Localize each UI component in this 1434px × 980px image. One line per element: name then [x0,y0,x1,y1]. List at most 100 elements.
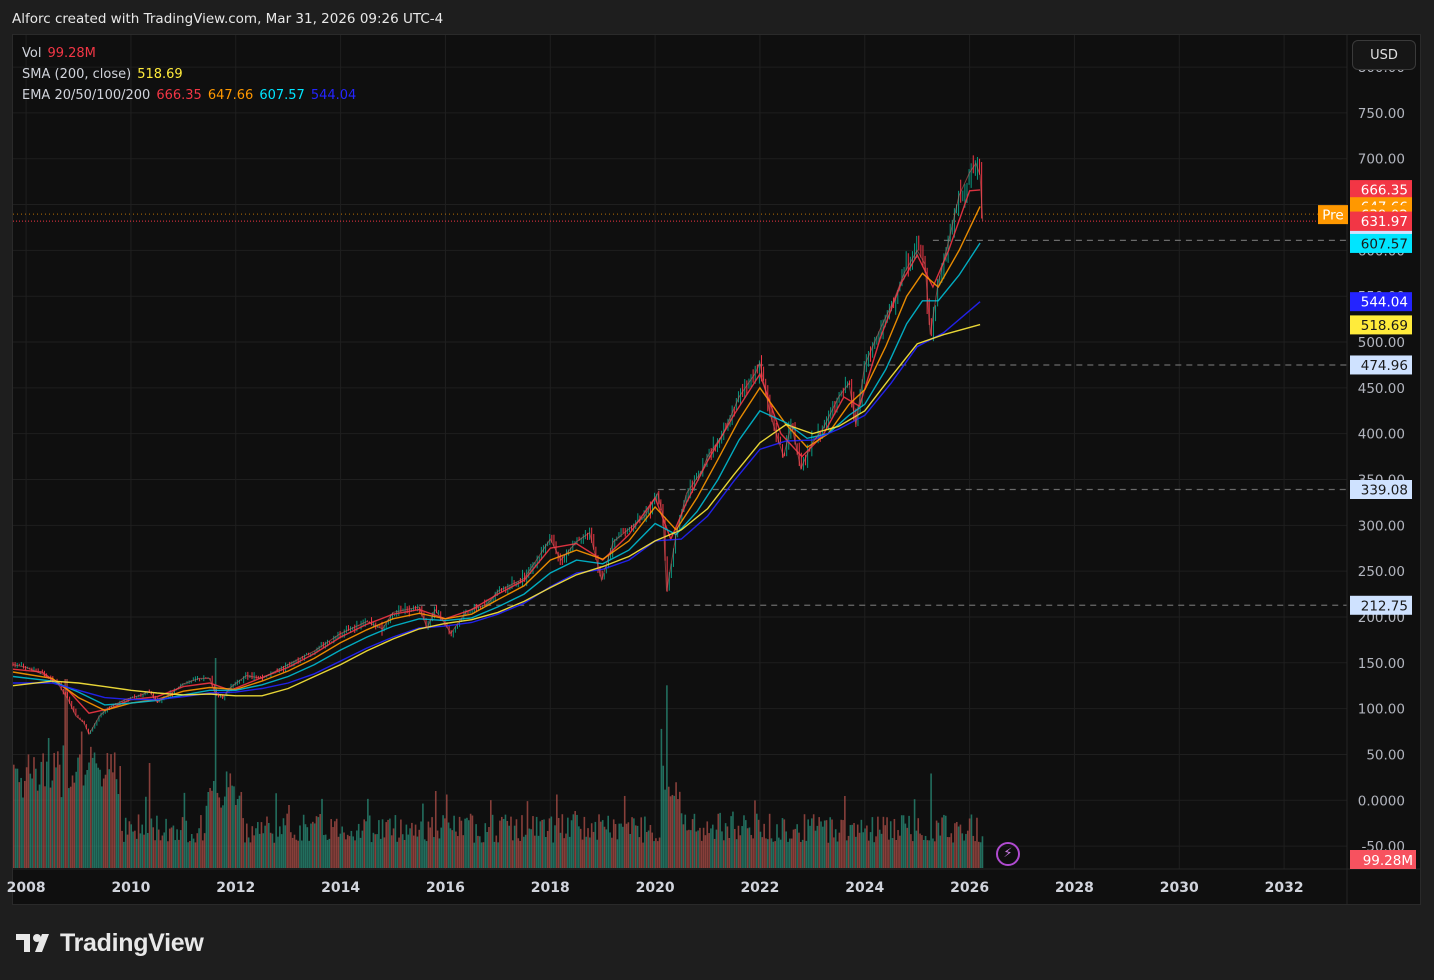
volume-bar [266,816,268,868]
volume-bar [302,814,305,868]
volume-bar [675,782,677,868]
price-label: 339.08 [1361,483,1408,499]
volume-bar [255,828,257,868]
volume-bar [812,814,815,868]
volume-bar [319,814,321,868]
volume-bar [77,757,79,868]
volume-bar [532,816,534,868]
volume-bar [513,825,516,868]
volume-bar [227,787,230,868]
volume-bar [974,841,976,868]
volume-bar [396,841,399,868]
volume-bar [234,805,237,868]
volume-bar [38,784,41,868]
volume-bar [735,839,738,868]
volume-bar [462,835,465,868]
volume-bar [110,754,112,868]
volume-bar [919,833,921,868]
volume-bar [862,832,865,868]
x-tick-label: 2010 [111,880,150,896]
y-tick-label: 150.00 [1358,656,1405,672]
volume-bar [636,825,639,868]
volume-bar [829,817,831,868]
volume-bar [893,818,896,868]
volume-bar [88,762,90,868]
volume-bar [145,796,147,868]
price-label: 474.96 [1361,358,1408,374]
legend-ema50-value: 647.66 [207,88,254,103]
volume-bar [809,825,811,868]
volume-bar [589,837,591,868]
volume-bar [172,825,175,868]
volume-bar [559,832,562,868]
volume-bar [612,819,615,868]
y-tick-label: 0.0000 [1358,793,1405,809]
volume-bar [214,658,217,868]
volume-bar [238,795,241,868]
volume-bar [864,828,866,868]
volume-bar [244,842,246,868]
volume-bar [688,829,690,868]
volume-bar [937,822,940,868]
indicator-line [12,242,981,706]
volume-bar [946,837,949,868]
volume-bar [581,839,584,868]
volume-bar [715,829,718,868]
volume-bar [444,818,446,868]
volume-bar [741,826,743,868]
volume-bar [414,824,417,868]
volume-bar [972,835,975,868]
volume-bar [323,835,325,868]
volume-bar [141,824,144,868]
volume-bar [805,840,808,868]
volume-bar [838,832,841,868]
volume-bar [207,792,210,868]
lightning-icon[interactable]: ⚡ [996,842,1020,866]
volume-bar [134,830,136,868]
volume-bar [425,841,428,868]
volume-bar [926,840,929,868]
volume-bar [280,834,283,868]
volume-bar [585,836,587,868]
volume-bar [367,798,369,868]
volume-bar [858,832,861,868]
volume-bar [245,823,248,868]
volume-bar [196,833,199,868]
volume-bar [82,785,85,868]
volume-bar [649,824,652,868]
currency-button[interactable]: USD [1352,40,1416,70]
volume-bar [853,823,855,868]
volume-bar [899,835,901,868]
volume-bar [260,822,263,868]
legend-sma-value: 518.69 [137,67,183,82]
legend-sma[interactable]: SMA (200, close) 518.69 [22,64,362,85]
volume-bar [390,835,393,868]
volume-bar [170,827,173,868]
volume-bar [950,833,953,868]
volume-bar [181,817,184,868]
y-tick-label: 450.00 [1358,381,1405,397]
volume-bar [412,835,415,868]
volume-bar [798,832,800,868]
tradingview-logo[interactable]: TradingView [16,926,204,960]
volume-bar [378,820,380,868]
volume-bar [645,832,648,868]
volume-bar [44,786,46,868]
volume-bar [433,837,435,868]
volume-bar [590,823,593,868]
volume-bar [361,830,364,868]
legend-vol[interactable]: Vol 99.28M [22,43,362,64]
volume-bar [587,828,589,868]
legend-ema[interactable]: EMA 20/50/100/200 666.35 647.66 607.57 544.0… [22,85,362,106]
volume-bar [240,791,243,868]
volume-bar [849,825,852,868]
volume-bar [422,803,424,868]
volume-bar [625,823,628,868]
volume-bar [543,819,545,868]
volume-bar [922,839,925,868]
volume-bar [291,837,294,868]
volume-bar [13,764,15,868]
price-label: 631.97 [1361,214,1408,230]
volume-bar [222,805,224,868]
